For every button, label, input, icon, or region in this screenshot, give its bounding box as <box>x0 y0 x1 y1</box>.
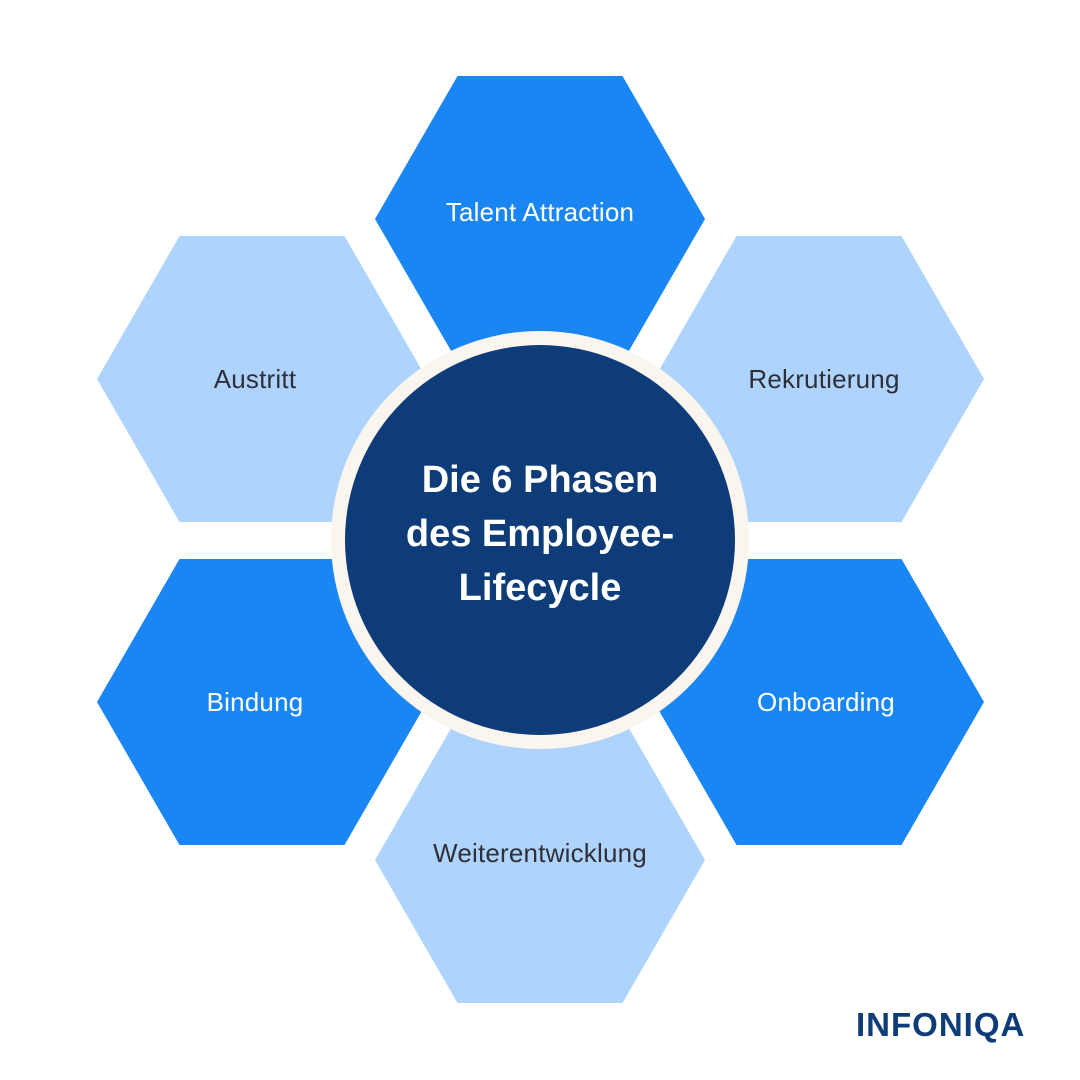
phase-label-bindung: Bindung <box>206 686 304 717</box>
phase-label-onboarding: Onboarding <box>757 686 895 717</box>
center-title-line-1: Die 6 Phasen <box>421 459 659 501</box>
center-title: Die 6 Phasen des Employee- Lifecycle <box>406 453 674 615</box>
infoniqa-logo: INFONIQA <box>856 1006 1026 1043</box>
phase-hex-weiterentwicklung: Weiterentwicklung <box>375 717 705 1003</box>
center-title-line-3: Lifecycle <box>458 567 622 609</box>
phase-hex-bindung: Bindung <box>97 559 427 845</box>
phase-label-austritt: Austritt <box>213 363 297 394</box>
phase-hex-talent-attraction: Talent Attraction <box>375 76 705 362</box>
center-circle: Die 6 Phasen des Employee- Lifecycle <box>345 345 735 735</box>
phase-label-weiterentwicklung: Weiterentwicklung <box>433 837 647 868</box>
center-title-line-2: des Employee- <box>405 513 675 555</box>
phase-label-talent-attraction: Talent Attraction <box>445 196 635 227</box>
phase-label-rekrutierung: Rekrutierung <box>748 363 900 394</box>
